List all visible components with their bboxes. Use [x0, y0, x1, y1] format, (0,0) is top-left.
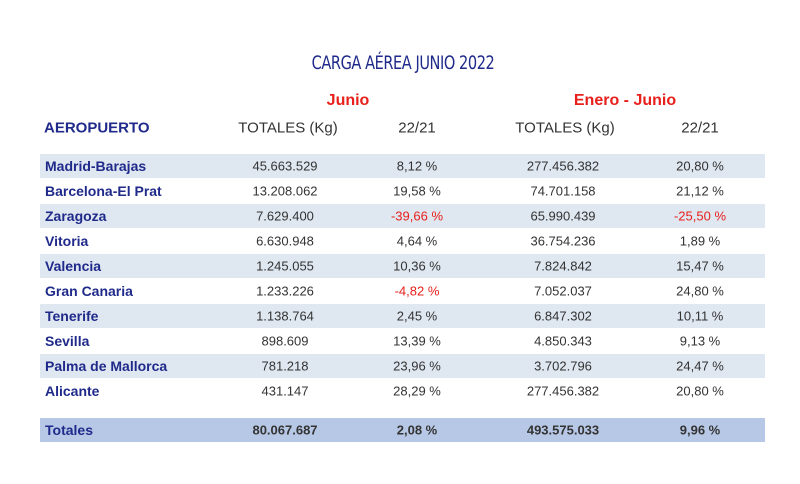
cell: 4.850.343	[534, 333, 592, 349]
cell: 4,64 %	[396, 233, 438, 249]
cell: 493.575.033	[526, 422, 600, 438]
row-label: Vitoria	[45, 233, 89, 249]
row-band	[40, 354, 765, 378]
cell: 36.754.236	[530, 233, 596, 249]
cell: 80.067.687	[252, 422, 318, 438]
row-label: Gran Canaria	[45, 283, 133, 299]
cell: 7.824.842	[534, 258, 592, 274]
cell: 10,11 %	[676, 308, 724, 324]
column-header: TOTALES (Kg)	[515, 119, 615, 137]
cell: 74.701.158	[530, 183, 596, 199]
row-band	[40, 304, 765, 328]
row-label: Barcelona-El Prat	[45, 183, 162, 199]
row-band	[40, 254, 765, 278]
cell: 13,39 %	[393, 333, 441, 349]
cell: 1.233.226	[256, 283, 314, 299]
cell: 21,12 %	[676, 183, 724, 199]
cell: 10,36 %	[393, 258, 441, 274]
row-band	[40, 154, 765, 178]
cell: 3.702.796	[534, 358, 592, 374]
row-band	[40, 418, 765, 442]
cell: 7.629.400	[256, 208, 314, 224]
cell: 1,89 %	[679, 233, 721, 249]
cell: 13.208.062	[252, 183, 318, 199]
cell: 6.847.302	[534, 308, 592, 324]
row-label: Alicante	[45, 383, 100, 399]
group-header: Junio	[326, 92, 370, 109]
row-label: Madrid-Barajas	[45, 158, 147, 174]
cell: 1.138.764	[256, 308, 314, 324]
cell: 65.990.439	[530, 208, 596, 224]
cell: 7.052.037	[534, 283, 592, 299]
cell: 24,80 %	[676, 283, 724, 299]
cell: 781.218	[261, 358, 309, 374]
row-label: Sevilla	[45, 333, 90, 349]
cell: 277.456.382	[526, 383, 600, 399]
row-label: Tenerife	[45, 308, 99, 324]
cell: 20,80 %	[676, 383, 724, 399]
row-label: Palma de Mallorca	[45, 358, 168, 374]
row-band	[40, 204, 765, 228]
row-label: Totales	[45, 422, 93, 438]
cell: 8,12 %	[396, 158, 438, 174]
cell: 277.456.382	[526, 158, 600, 174]
cell: 28,29 %	[393, 383, 441, 399]
cell: 23,96 %	[393, 358, 441, 374]
row-label: Valencia	[45, 258, 102, 274]
cell: 1.245.055	[256, 258, 314, 274]
column-header: 22/21	[398, 119, 436, 137]
title: CARGA AÉREA JUNIO 2022	[311, 52, 495, 74]
row-label: Zaragoza	[45, 208, 107, 224]
cell: 898.609	[261, 333, 309, 349]
cell: 2,08 %	[396, 422, 438, 438]
column-header: 22/21	[681, 119, 719, 137]
column-header: TOTALES (Kg)	[238, 119, 338, 137]
cell: 9,96 %	[679, 422, 721, 438]
cell: 431.147	[261, 383, 309, 399]
column-header: AEROPUERTO	[44, 119, 150, 137]
cell: 24,47 %	[676, 358, 724, 374]
cell: 19,58 %	[393, 183, 441, 199]
cell: 20,80 %	[676, 158, 724, 174]
cell: 2,45 %	[396, 308, 438, 324]
cell: -25,50 %	[673, 208, 727, 224]
cell: -4,82 %	[394, 283, 440, 299]
cell: 6.630.948	[256, 233, 314, 249]
cell: 9,13 %	[679, 333, 721, 349]
cell: 15,47 %	[676, 258, 724, 274]
group-header: Enero - Junio	[573, 92, 677, 109]
cell: 45.663.529	[252, 158, 318, 174]
cell: -39,66 %	[390, 208, 444, 224]
